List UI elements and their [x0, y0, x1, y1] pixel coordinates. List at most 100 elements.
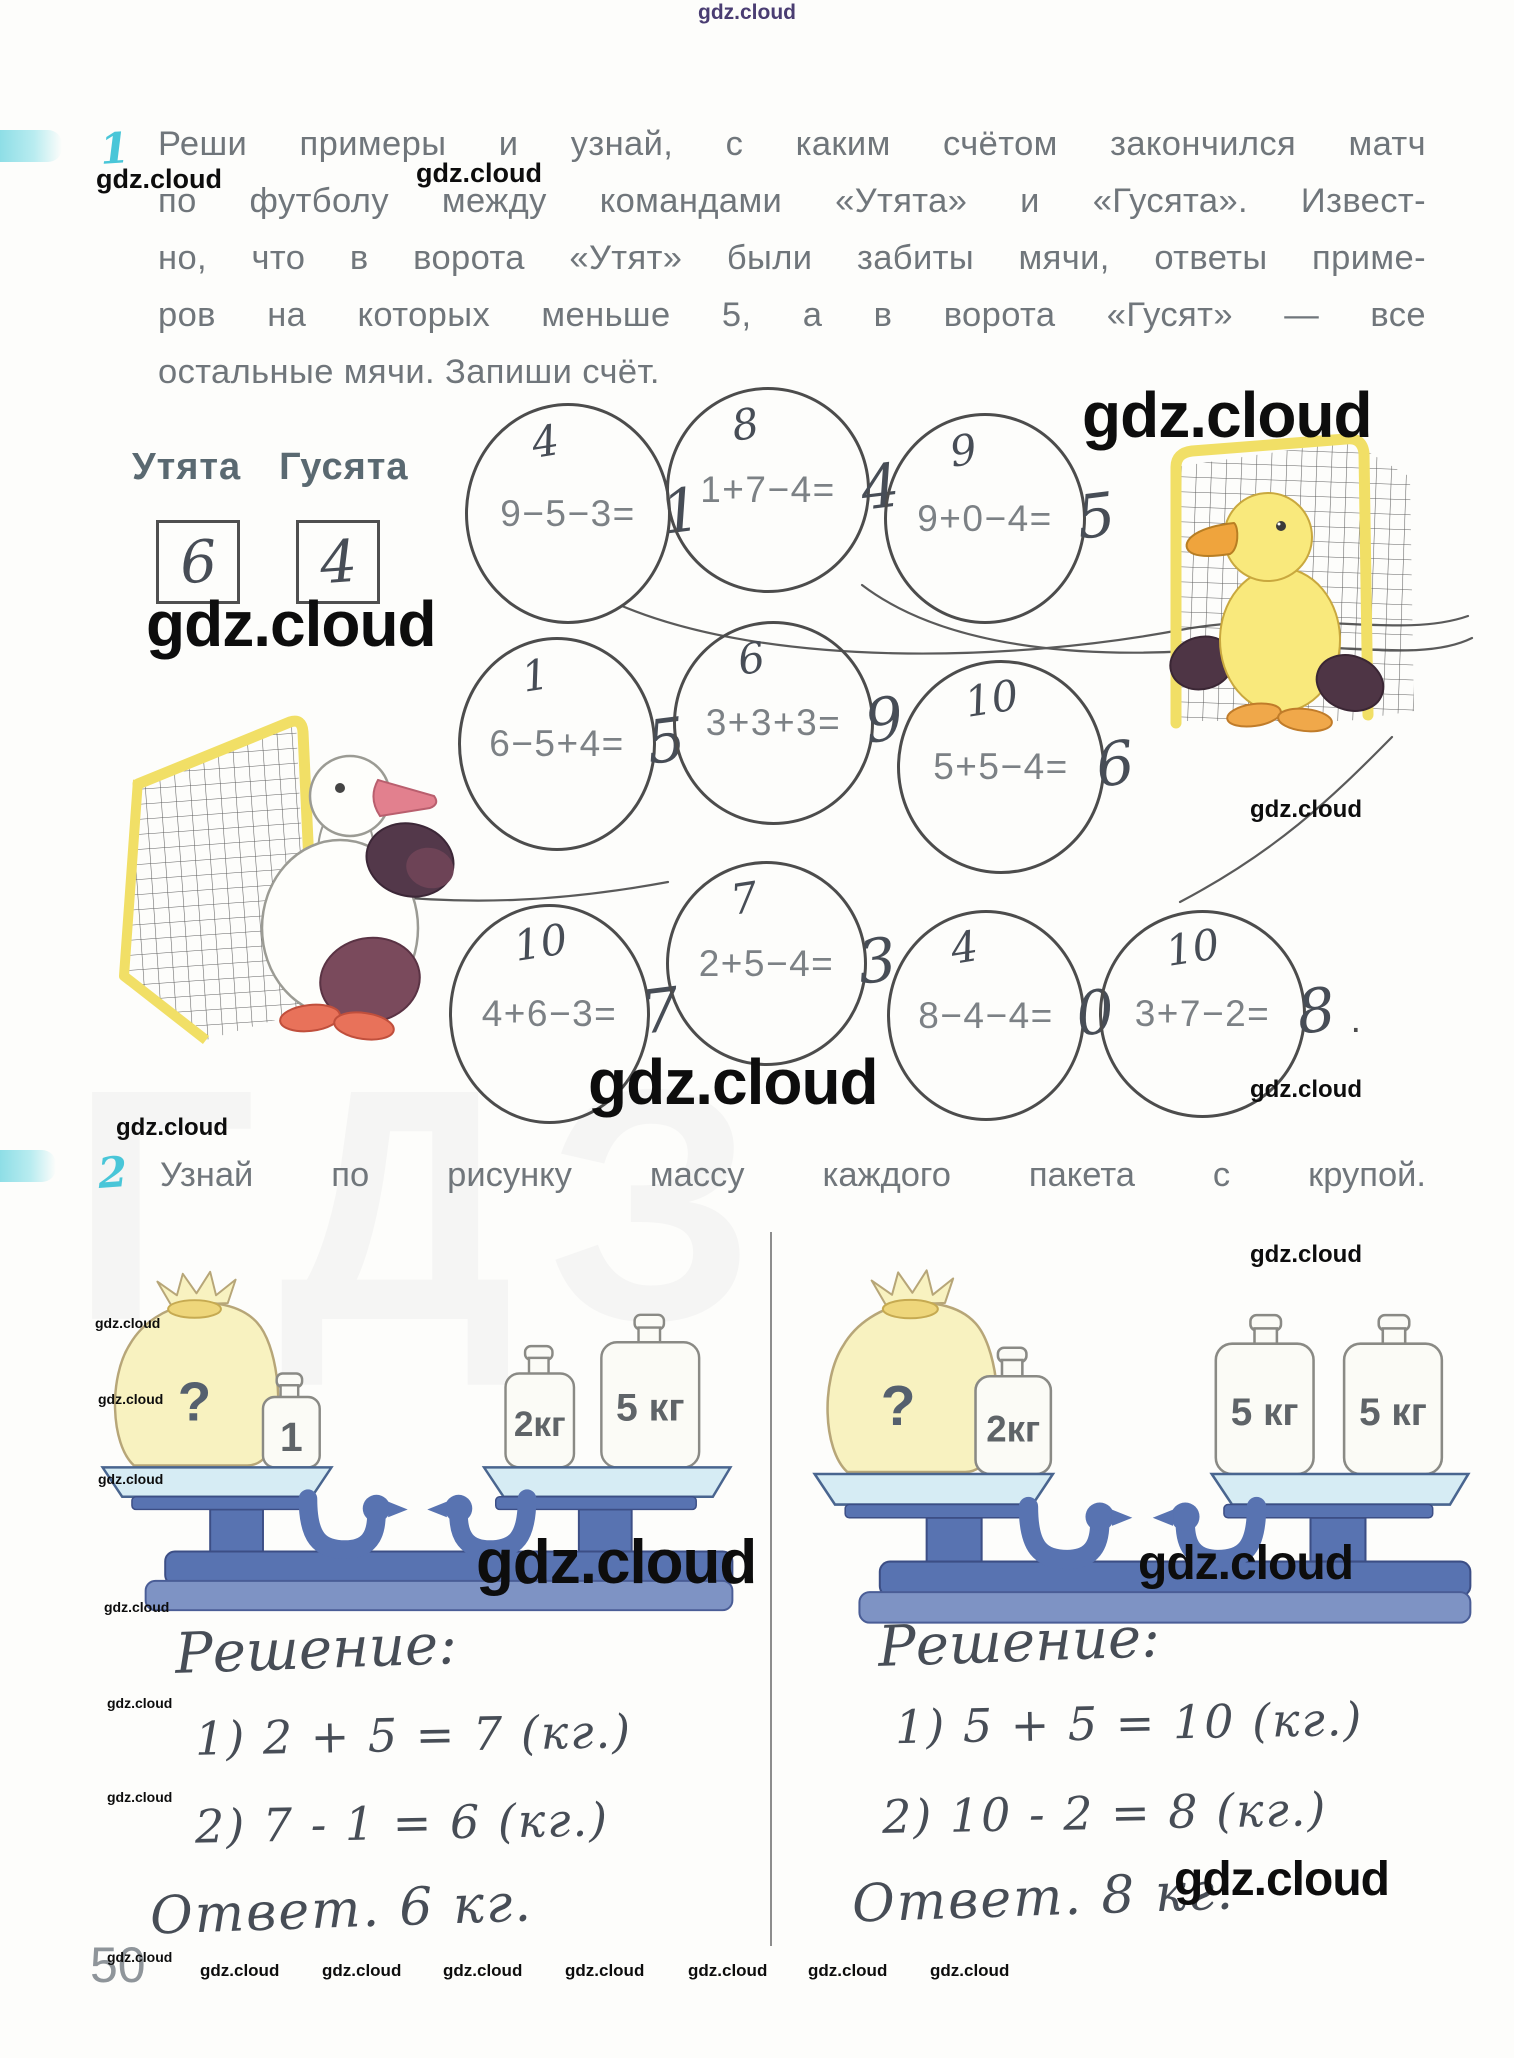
printed-expression: 9+0−4=	[917, 497, 1053, 539]
handwritten-helper: 6	[734, 632, 769, 685]
weight-5kg: 5 кг	[1214, 1313, 1315, 1476]
example-circle[interactable]: 10 5+5−4= 6	[897, 660, 1138, 874]
task1-text-line: по футболу между командами «Утята» и «Гу…	[158, 182, 1426, 220]
watermark: gdz.cloud	[1082, 379, 1373, 451]
handwritten-helper: 9	[945, 424, 981, 478]
duck-beak	[1185, 521, 1239, 557]
task2-number: 2	[96, 1147, 129, 1198]
page-number: 50	[90, 1937, 146, 1993]
margin-accent-bar	[0, 1150, 56, 1182]
solution2-title: Решение:	[876, 1605, 1161, 1680]
team-labels: Утята Гусята	[132, 446, 409, 489]
watermark: gdz.cloud	[322, 1961, 402, 1980]
handwritten-helper: 8	[728, 398, 763, 451]
duck-eye	[1276, 521, 1286, 531]
watermark: gdz.cloud	[443, 1961, 523, 1980]
watermark: gdz.cloud	[104, 1599, 170, 1615]
team-label-gusyata: Гусята	[279, 446, 409, 488]
example-circle[interactable]: 4 9−5−3= 1	[465, 403, 704, 624]
balance-scale-right-illustration: ? 2кг 5 кг 5 кг	[812, 1269, 1472, 1624]
goose-foot	[333, 1011, 395, 1041]
bag-of-groats: ?	[826, 1269, 999, 1474]
goal-frame	[1170, 433, 1374, 729]
solution2-line1[interactable]: 1) 5 + 5 = 10 (кг.)	[894, 1691, 1364, 1755]
weight-5kg: 5 кг	[1342, 1313, 1444, 1476]
handwritten-helper: 10	[1162, 919, 1224, 977]
weight-label: 2кг	[514, 1405, 566, 1444]
handwritten-helper: 4	[528, 415, 563, 468]
watermark: gdz.cloud	[476, 1528, 757, 1597]
watermark: gdz.cloud	[107, 1789, 173, 1805]
task1-text: Реши примеры и узнай, с каким счётом зак…	[158, 116, 1426, 401]
solution2-line2[interactable]: 2) 10 - 2 = 8 (кг.)	[881, 1782, 1328, 1844]
score-box-gusyata[interactable]: 4	[296, 520, 380, 604]
watermark: gdz.cloud	[1138, 1537, 1354, 1590]
goose-beak	[372, 778, 438, 818]
watermark: gdz.cloud	[95, 1315, 161, 1331]
handwritten-answer: 6	[1091, 727, 1139, 802]
printed-expression: 9−5−3=	[500, 492, 636, 534]
watermark: gdz.cloud	[565, 1961, 645, 1980]
watermark: gdz.cloud	[588, 1046, 879, 1118]
task1-text-line: но, что в ворота «Утят» были забиты мячи…	[158, 239, 1426, 277]
example-circle[interactable]: 8 1+7−4= 4	[666, 387, 903, 593]
task1-text-line: остальные мячи. Запиши счёт.	[158, 353, 660, 391]
gosling-goalkeeper-illustration	[119, 715, 455, 1044]
example-circle[interactable]: 7 2+5−4= 3	[666, 861, 900, 1066]
handwritten-helper: 1	[518, 648, 553, 702]
watermark: gdz.cloud	[688, 1961, 768, 1980]
balance-base	[858, 1516, 1472, 1624]
score-box-utyata[interactable]: 6	[156, 520, 240, 604]
watermark: gdz.cloud	[1250, 1241, 1362, 1268]
example-circle[interactable]: 6 3+3+3= 9	[673, 621, 907, 825]
printed-expression: 4+6−3=	[481, 993, 618, 1034]
weight-label: 5 кг	[1359, 1391, 1427, 1434]
column-divider	[770, 1232, 772, 1946]
watermark: gdz.cloud	[98, 1471, 164, 1487]
task2-text: Узнай по рисунку массу каждого пакета с …	[160, 1156, 1426, 1194]
balance-pans	[100, 1466, 733, 1511]
example-circle[interactable]: 10 4+6−3= 7	[449, 904, 683, 1124]
gosling	[260, 754, 455, 1041]
balance-base	[144, 1508, 734, 1612]
printed-expression: 8−4−4=	[918, 994, 1054, 1036]
weight-label: 5 кг	[616, 1386, 684, 1429]
weight-5kg: 5 кг	[600, 1313, 701, 1469]
solution1-title: Решение:	[173, 1612, 458, 1687]
printed-period: .	[1350, 999, 1361, 1042]
duck-foot	[1277, 707, 1333, 733]
goal-frame	[132, 715, 322, 1024]
bag-question-mark: ?	[881, 1374, 916, 1438]
watermark: gdz.cloud	[96, 164, 222, 194]
watermark: gdz.cloud	[107, 1695, 173, 1711]
team-label-utyata: Утята	[132, 446, 242, 488]
watermark: gdz.cloud	[146, 588, 437, 660]
duck-foot	[1226, 702, 1282, 728]
goal-net	[124, 722, 310, 1040]
watermark: gdz.cloud	[107, 1949, 173, 1965]
solution1-answer[interactable]: Ответ. 6 кг.	[149, 1873, 534, 1947]
margin-accent-bar	[0, 130, 62, 162]
watermark: gdz.cloud	[116, 1114, 228, 1141]
watermark: gdz.cloud	[200, 1961, 280, 1980]
weight-2kg: 2кг	[504, 1344, 576, 1469]
watermark: gdz.cloud	[1250, 796, 1362, 823]
handwritten-helper: 7	[727, 872, 762, 925]
handwritten-answer: 8	[1292, 974, 1340, 1049]
example-circle[interactable]: 4 8−4−4= 0	[887, 910, 1118, 1121]
printed-expression: 6−5+4=	[489, 723, 625, 764]
watermark: gdz.cloud	[98, 1391, 164, 1407]
duckling-goalkeeper-illustration	[1169, 433, 1414, 733]
example-circle[interactable]: 9 9+0−4= 5	[884, 413, 1119, 624]
balance-pans	[812, 1472, 1471, 1519]
printed-expression: 2+5−4=	[698, 942, 835, 984]
example-circle[interactable]: 1 6−5+4= 5	[458, 637, 689, 851]
solution1-line1[interactable]: 1) 2 + 5 = 7 (кг.)	[194, 1704, 633, 1766]
solution1-line2[interactable]: 2) 7 - 1 = 6 (кг.)	[194, 1792, 610, 1854]
goal-frame-post	[119, 779, 210, 1044]
example-circle[interactable]: 10 3+7−2= 8 .	[1099, 910, 1361, 1118]
watermark: gdz.cloud	[416, 158, 542, 188]
handwritten-helper: 4	[947, 921, 982, 975]
task1-text-line: ров на которых меньше 5, а в ворота «Гус…	[158, 296, 1426, 334]
duck-head-arms	[1018, 1496, 1267, 1570]
